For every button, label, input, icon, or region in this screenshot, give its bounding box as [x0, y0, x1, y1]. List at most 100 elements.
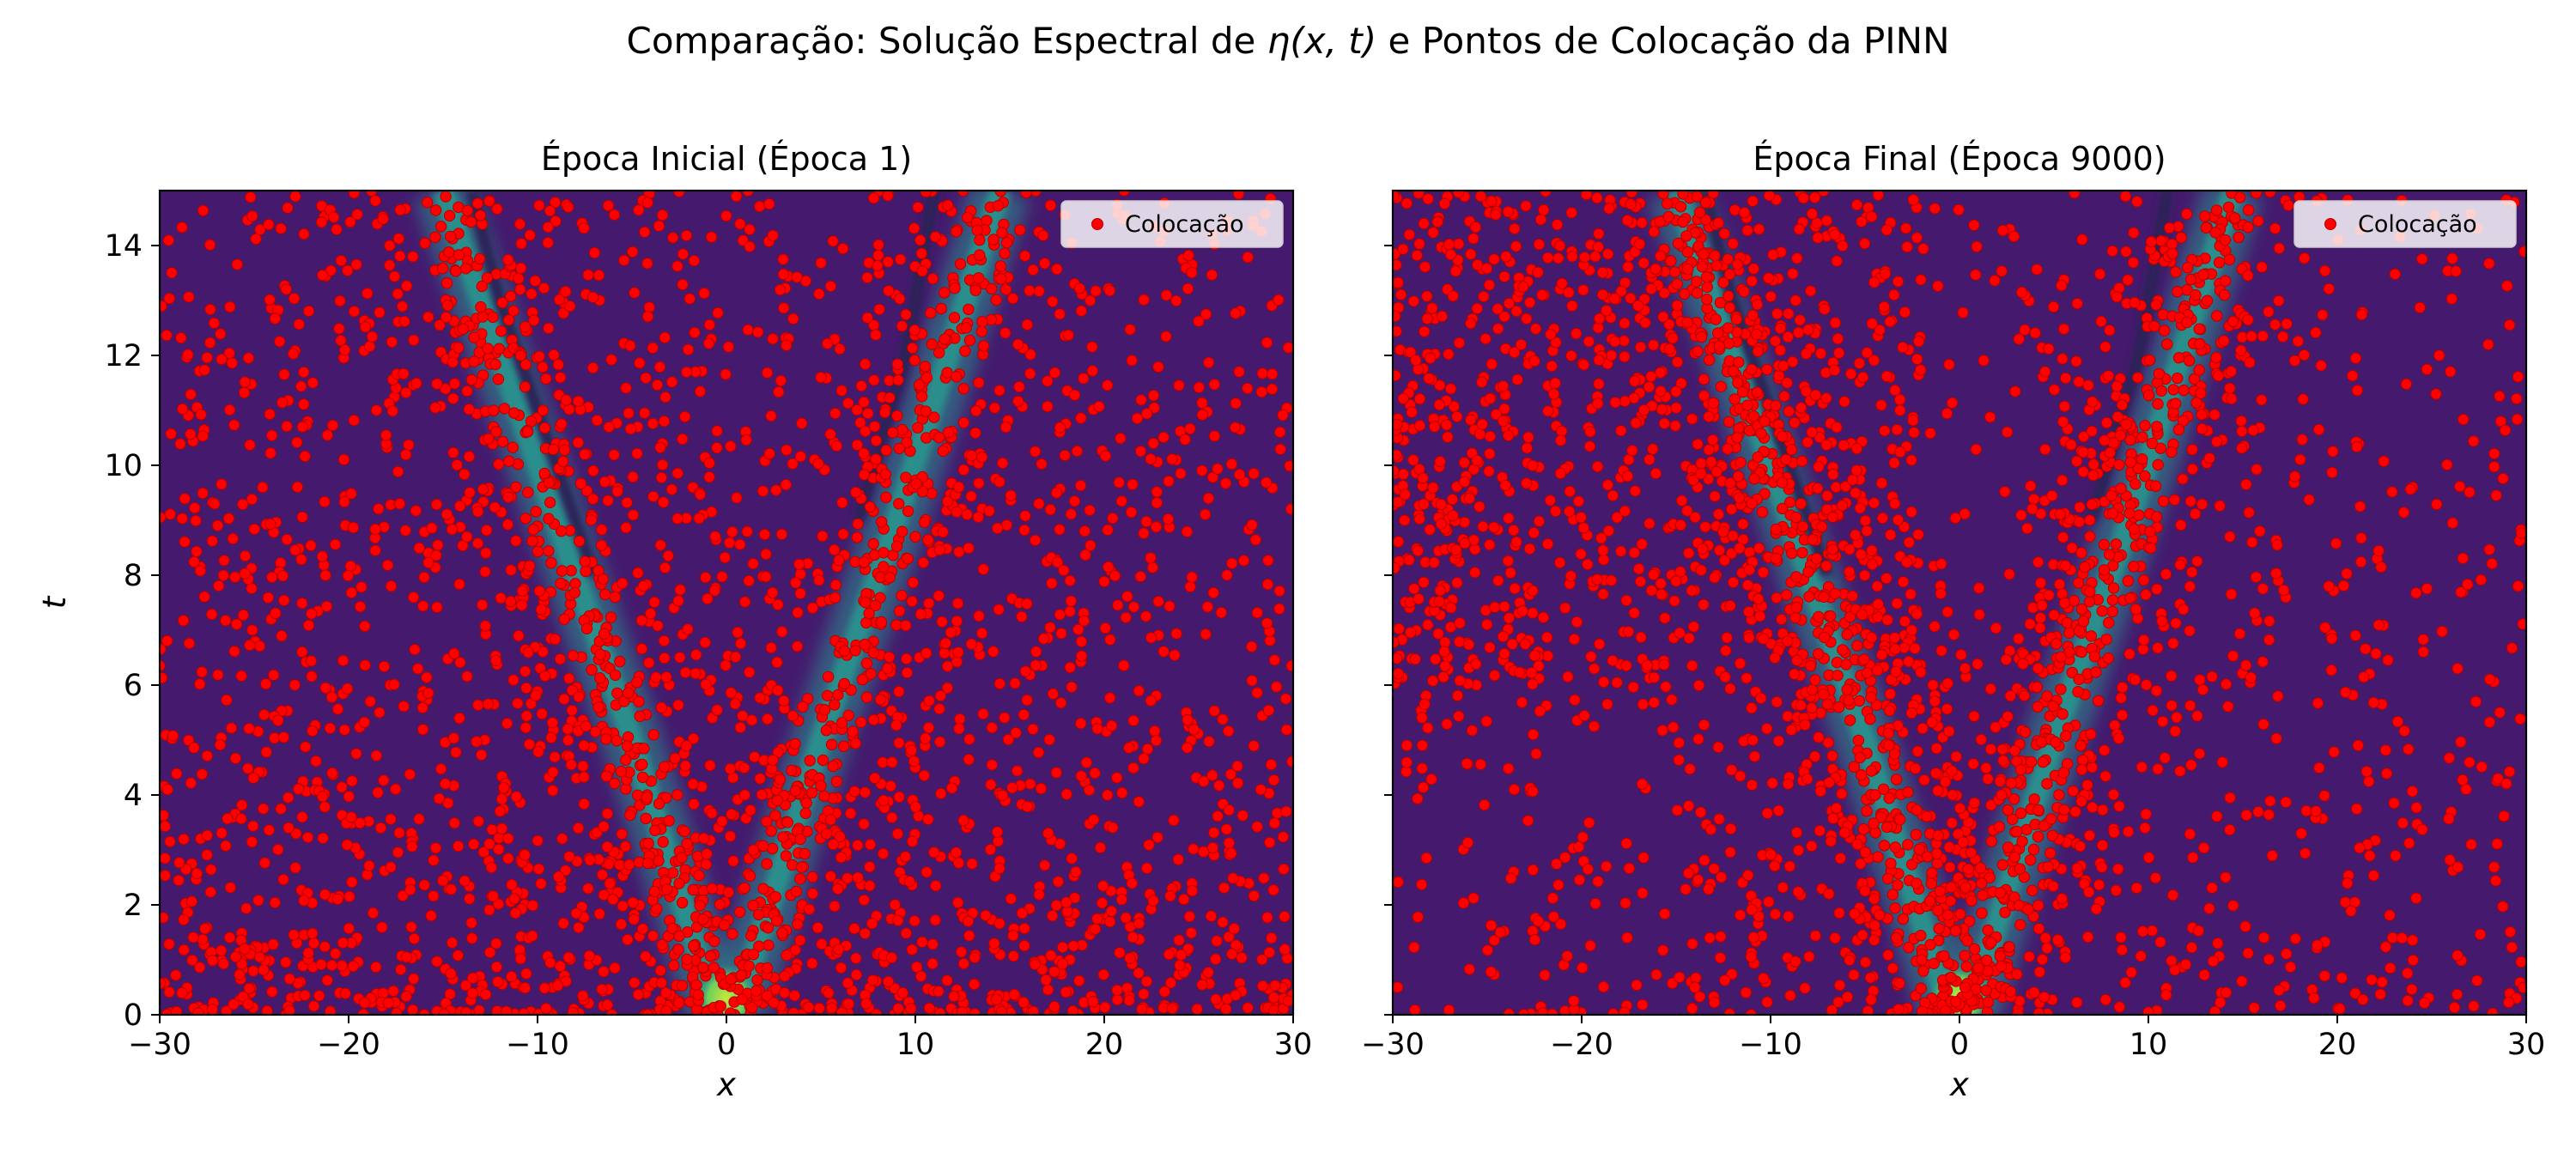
collocation-point	[1485, 919, 1498, 931]
collocation-point	[761, 858, 773, 870]
collocation-point	[2416, 253, 2428, 265]
collocation-point	[850, 486, 862, 499]
collocation-point	[1044, 622, 1056, 634]
collocation-point	[855, 716, 867, 728]
collocation-point	[1755, 692, 1767, 704]
collocation-point	[1169, 649, 1181, 661]
collocation-point	[794, 934, 806, 947]
collocation-point	[1454, 617, 1466, 629]
collocation-point	[1497, 380, 1510, 392]
collocation-point	[1118, 659, 1130, 671]
collocation-point	[694, 900, 706, 912]
collocation-point	[896, 525, 908, 537]
collocation-point	[374, 707, 386, 719]
collocation-point	[636, 923, 649, 935]
collocation-point	[747, 899, 759, 912]
collocation-point	[281, 533, 293, 546]
collocation-point	[1279, 910, 1291, 923]
y-tick-label: 14	[104, 229, 143, 264]
collocation-point	[869, 599, 882, 611]
collocation-point	[1230, 307, 1242, 319]
collocation-point	[1054, 609, 1066, 621]
collocation-point	[875, 516, 888, 528]
collocation-point	[338, 724, 350, 736]
collocation-point	[2151, 421, 2163, 433]
collocation-point	[374, 822, 387, 834]
collocation-point	[2349, 352, 2362, 364]
collocation-point	[1635, 631, 1647, 644]
collocation-point	[288, 293, 301, 305]
collocation-point	[1891, 598, 1903, 610]
collocation-point	[2136, 431, 2148, 443]
collocation-point	[429, 204, 442, 216]
collocation-point	[459, 468, 471, 481]
collocation-point	[350, 258, 362, 270]
collocation-point	[2188, 373, 2201, 385]
collocation-point	[1075, 770, 1087, 782]
collocation-point	[2444, 853, 2456, 866]
collocation-point	[1485, 358, 1498, 370]
collocation-point	[544, 476, 556, 488]
collocation-point	[929, 914, 941, 926]
collocation-point	[416, 701, 428, 714]
collocation-point	[1707, 191, 1719, 199]
collocation-point	[359, 659, 371, 671]
collocation-point	[858, 447, 870, 459]
collocation-point	[738, 882, 750, 895]
collocation-point	[697, 913, 709, 925]
collocation-point	[883, 285, 895, 297]
collocation-point	[1086, 365, 1099, 377]
collocation-point	[533, 585, 545, 598]
collocation-point	[821, 828, 833, 840]
collocation-point	[965, 450, 978, 462]
collocation-point	[2167, 384, 2179, 396]
collocation-point	[572, 395, 585, 408]
collocation-point	[934, 1007, 946, 1015]
collocation-point	[213, 580, 225, 592]
collocation-point	[331, 223, 343, 235]
collocation-point	[556, 525, 568, 537]
collocation-point	[276, 397, 289, 409]
collocation-point	[2130, 882, 2143, 895]
collocation-point	[916, 485, 929, 498]
collocation-point	[1268, 817, 1281, 829]
collocation-point	[1747, 195, 1759, 208]
collocation-point	[580, 720, 592, 732]
collocation-point	[268, 669, 280, 681]
collocation-point	[594, 648, 606, 661]
collocation-point	[654, 441, 666, 453]
collocation-point	[1127, 762, 1139, 774]
collocation-point	[1520, 200, 1532, 212]
collocation-point	[1703, 444, 1715, 456]
collocation-point	[434, 221, 447, 233]
collocation-point	[173, 874, 185, 887]
collocation-point	[471, 537, 484, 549]
collocation-point	[762, 922, 775, 934]
collocation-point	[336, 781, 348, 793]
collocation-point	[1723, 416, 1735, 428]
collocation-point	[2140, 588, 2152, 601]
collocation-point	[1199, 508, 1212, 520]
collocation-point	[1427, 675, 1439, 687]
collocation-point	[345, 488, 357, 500]
collocation-point	[437, 874, 449, 887]
collocation-point	[842, 998, 855, 1010]
collocation-point	[1181, 525, 1194, 537]
collocation-point	[2087, 458, 2099, 470]
collocation-point	[563, 851, 575, 863]
collocation-point	[336, 960, 348, 972]
collocation-point	[640, 372, 652, 384]
legend-label: Colocação	[1125, 211, 1244, 238]
collocation-point	[1492, 574, 1504, 587]
collocation-point	[951, 506, 963, 519]
collocation-point	[487, 311, 499, 324]
collocation-point	[2455, 736, 2467, 748]
collocation-point	[761, 816, 773, 828]
collocation-point	[430, 498, 443, 511]
collocation-point	[1621, 931, 1633, 944]
collocation-point	[176, 513, 189, 525]
collocation-point	[2347, 370, 2359, 382]
collocation-point	[951, 598, 964, 610]
collocation-point	[2227, 900, 2239, 912]
collocation-point	[941, 495, 954, 507]
